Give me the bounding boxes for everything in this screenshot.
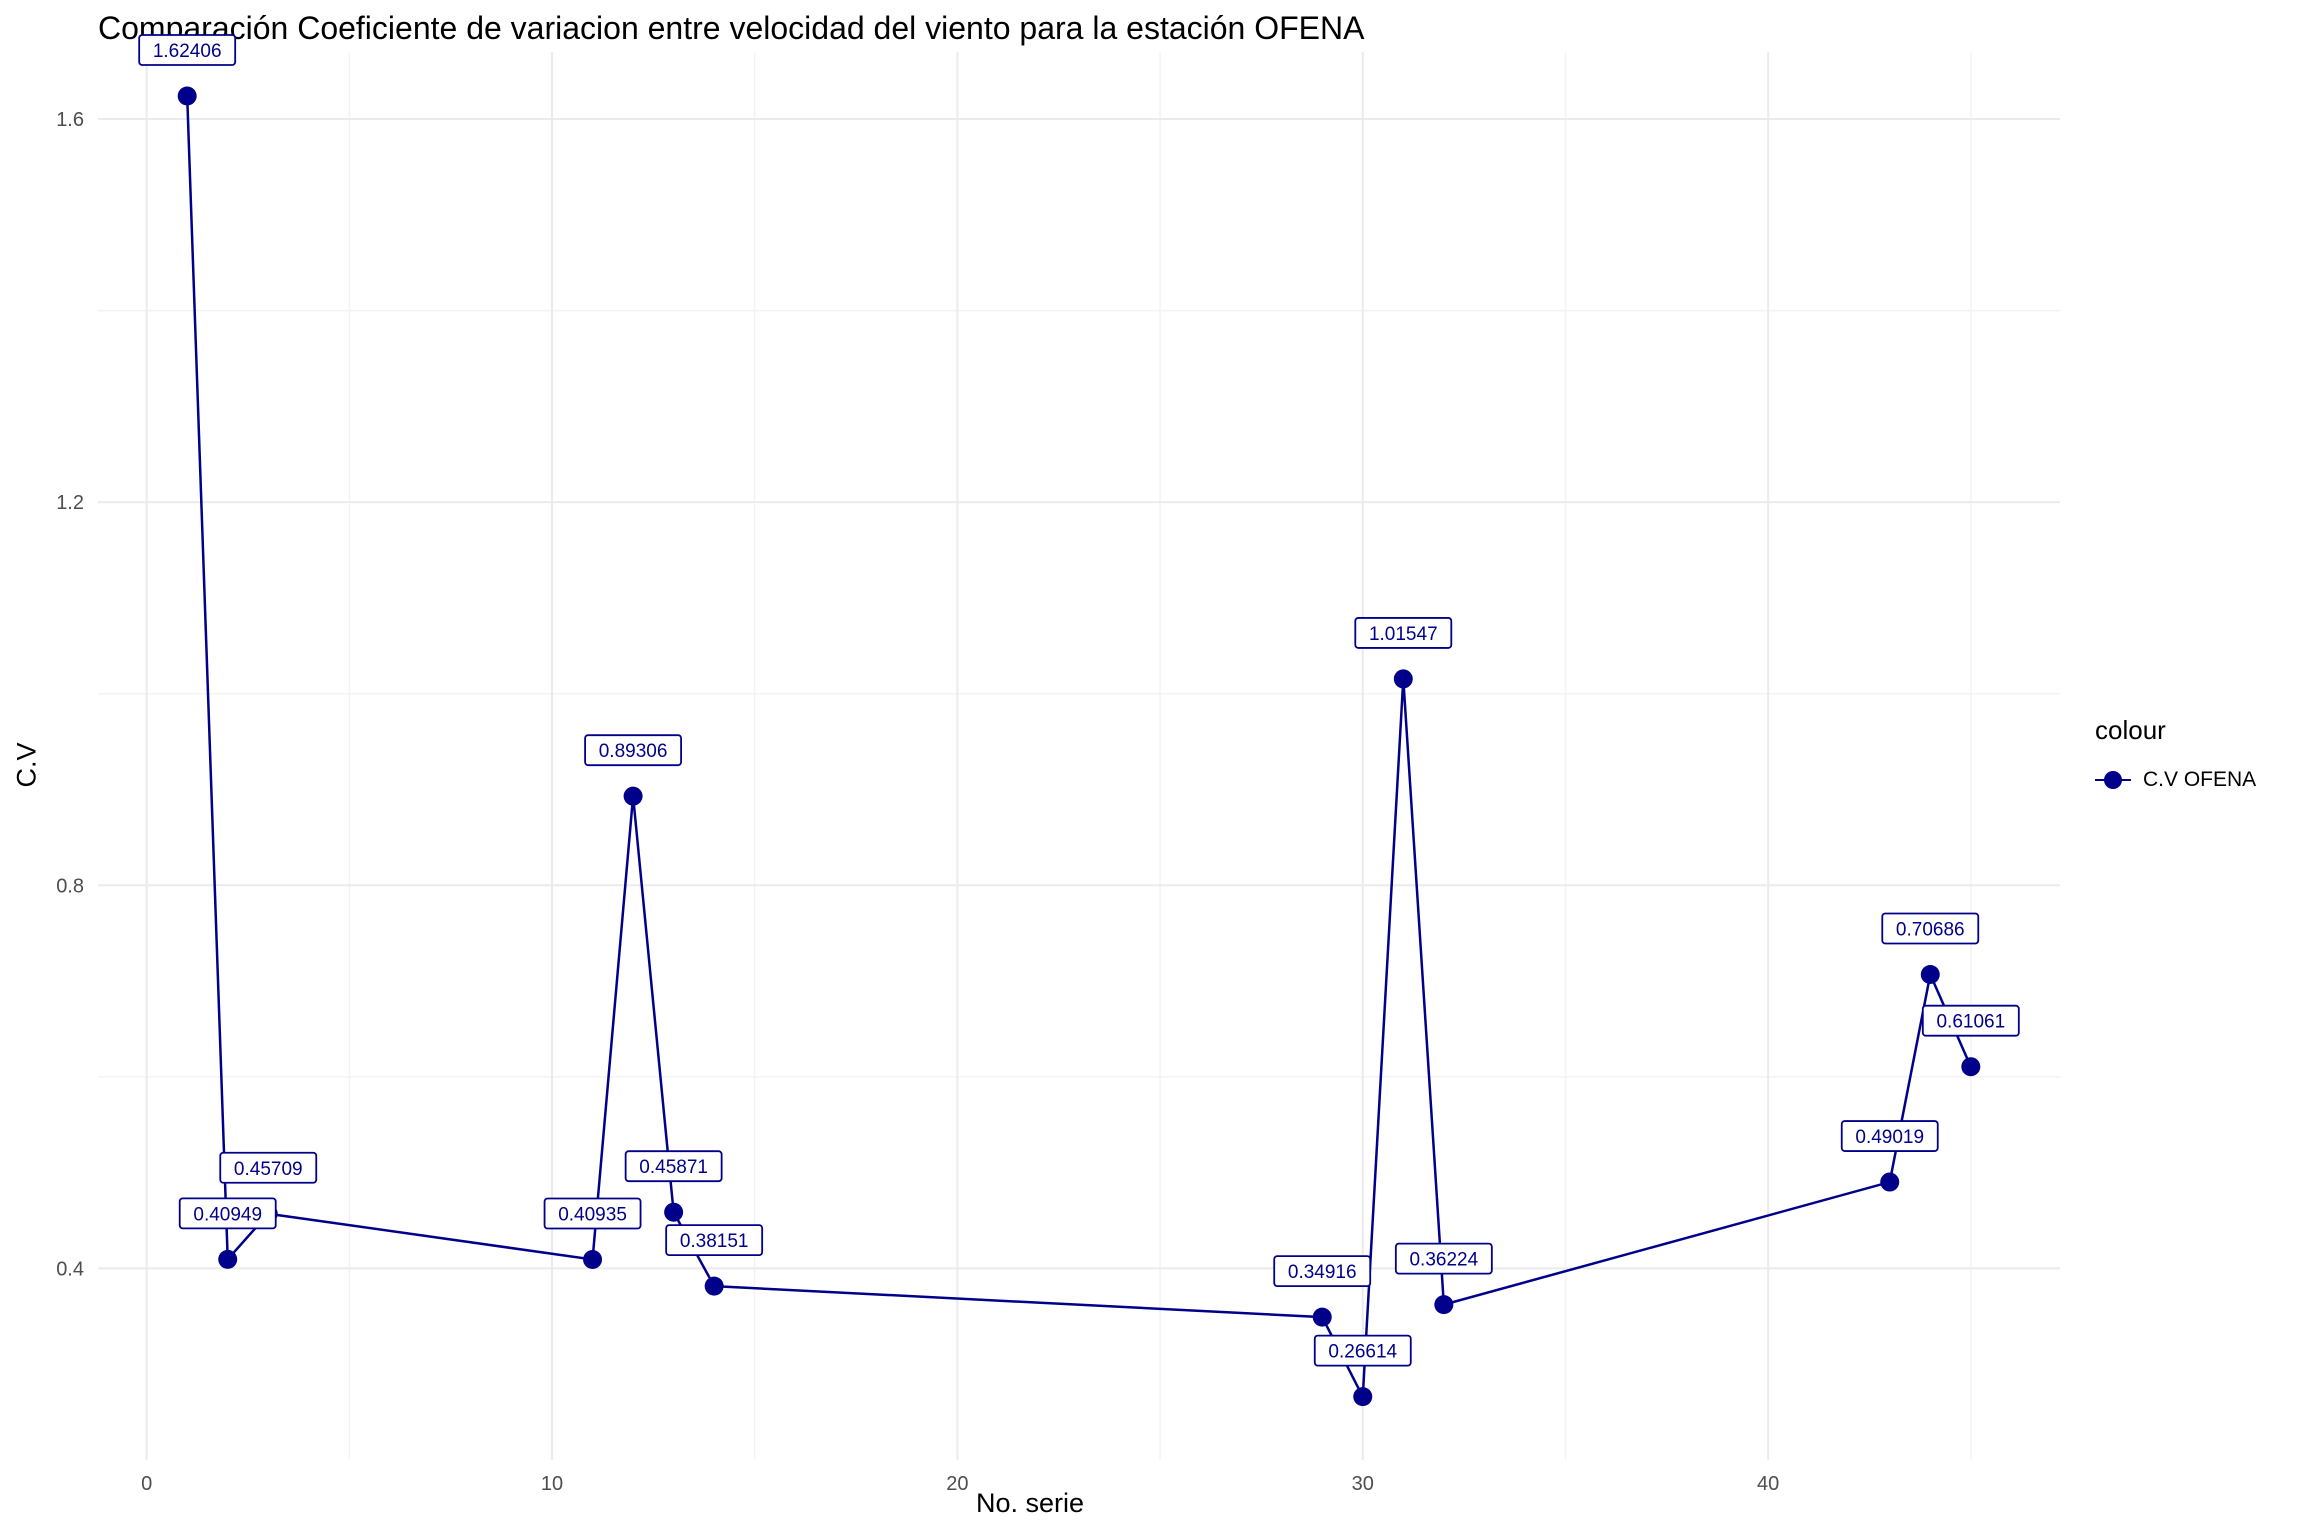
data-point	[1880, 1172, 1900, 1192]
data-label: 0.34916	[1288, 1262, 1357, 1283]
legend-label: C.V OFENA	[2143, 768, 2257, 791]
y-tick-label: 1.2	[56, 492, 84, 514]
data-label-box	[543, 1197, 642, 1230]
data-point	[1961, 1057, 1981, 1077]
series-line	[185, 95, 1972, 1402]
y-tick-label: 0.4	[56, 1258, 84, 1280]
data-label: 0.40935	[558, 1204, 627, 1225]
data-label: 0.26614	[1328, 1342, 1397, 1363]
data-label-box	[584, 734, 682, 767]
y-tick-label: 1.6	[56, 109, 84, 131]
data-label: 0.38151	[680, 1231, 749, 1252]
data-point	[218, 1249, 238, 1269]
x-tick-label: 20	[946, 1473, 968, 1495]
data-label-box	[1394, 1242, 1493, 1275]
data-point	[1434, 1295, 1454, 1315]
x-tick-label: 0	[141, 1473, 152, 1495]
data-label-box	[1881, 912, 1980, 945]
data-label-box	[1840, 1120, 1939, 1152]
data-point	[177, 86, 197, 106]
data-label: 0.40949	[193, 1204, 262, 1225]
x-tick-label: 10	[541, 1473, 563, 1495]
data-point	[1393, 669, 1413, 689]
data-point	[704, 1276, 724, 1296]
legend-title: colour	[2095, 715, 2166, 745]
data-point	[1312, 1307, 1332, 1327]
data-label-box	[1313, 1334, 1412, 1367]
data-label: 1.01547	[1369, 624, 1438, 645]
data-point	[1920, 965, 1940, 985]
legend: colour C.V OFENA	[2095, 715, 2256, 792]
x-tick-label: 30	[1352, 1473, 1374, 1495]
data-label-box	[1273, 1255, 1372, 1288]
data-label-box	[665, 1224, 764, 1257]
data-point	[623, 786, 643, 806]
data-label-box	[138, 34, 237, 66]
data-label-box	[624, 1150, 723, 1183]
data-point	[583, 1249, 603, 1269]
data-label: 0.70686	[1896, 920, 1965, 941]
data-point	[1353, 1387, 1373, 1407]
data-label: 0.45709	[234, 1159, 303, 1180]
data-label: 0.61061	[1936, 1012, 2005, 1033]
data-label: 1.62406	[153, 41, 222, 62]
legend-key-icon	[2095, 768, 2131, 792]
data-point	[664, 1202, 684, 1222]
y-tick-label: 0.8	[56, 875, 84, 897]
x-tick-label: 40	[1757, 1473, 1779, 1495]
data-label-box	[1354, 617, 1453, 649]
data-label: 0.49019	[1855, 1127, 1924, 1148]
data-label: 0.89306	[599, 741, 668, 762]
data-label-box	[178, 1197, 277, 1230]
data-label-box	[219, 1151, 318, 1184]
data-label: 0.36224	[1409, 1250, 1478, 1271]
data-label-box	[1921, 1004, 2020, 1037]
legend-item: C.V OFENA	[2095, 768, 2256, 792]
x-axis-label: No. serie	[975, 1488, 1085, 1518]
chart-title: Comparación Coeficiente de variacion ent…	[98, 10, 1365, 46]
data-label: 0.45871	[639, 1157, 708, 1178]
y-axis-label: C.V	[11, 742, 42, 788]
